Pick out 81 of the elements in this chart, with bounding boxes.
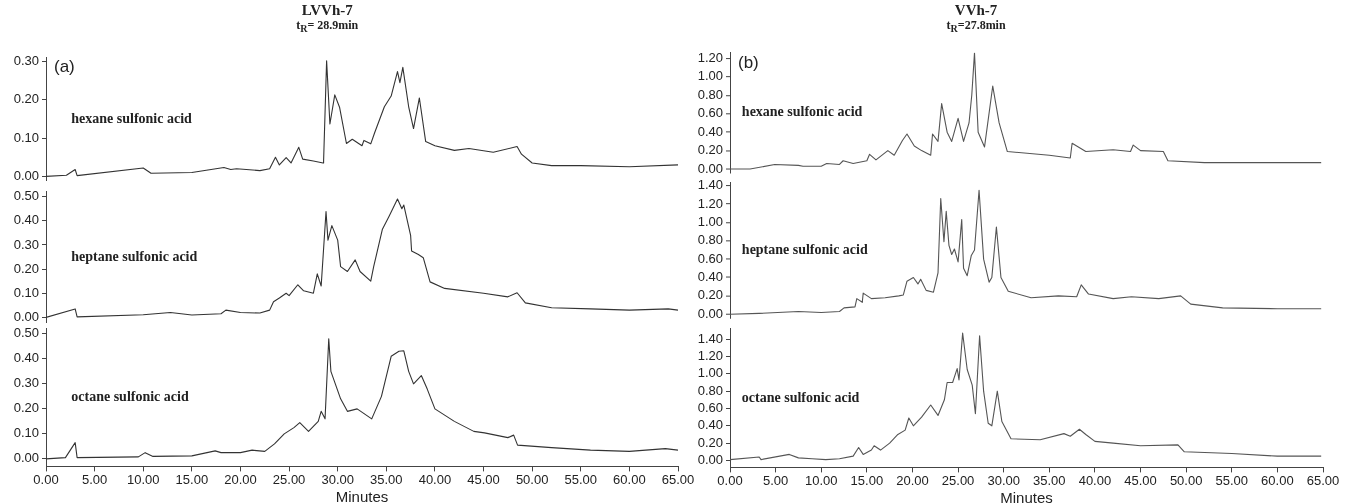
y-tick-label: 0.80 — [697, 86, 723, 102]
y-tick-label: 0.50 — [13, 187, 39, 203]
y-tick-label: 0.30 — [13, 374, 39, 390]
y-tick-label: 0.10 — [13, 284, 39, 300]
y-tick-label: 1.40 — [697, 330, 723, 346]
y-tick-label: 0.20 — [13, 399, 39, 415]
y-tick-label: 0.00 — [13, 308, 39, 324]
x-tick-label: 10.00 — [126, 471, 160, 487]
x-axis-title: Minutes — [335, 487, 389, 504]
y-tick-label: 1.20 — [697, 195, 723, 211]
x-tick-label: 40.00 — [418, 471, 452, 487]
x-tick-label: 0.00 — [33, 471, 59, 487]
y-tick-label: 0.20 — [13, 91, 39, 107]
x-tick-label: 25.00 — [941, 472, 975, 488]
x-tick-label: 55.00 — [1215, 472, 1249, 488]
y-tick-label: 0.80 — [697, 232, 723, 248]
chart-title: LVVh-7 — [300, 2, 354, 19]
x-axis-title: Minutes — [1000, 489, 1053, 504]
y-tick-label: 0.30 — [13, 236, 39, 252]
annotation: hexane sulfonic acid — [71, 110, 193, 126]
y-tick-label: 0.60 — [697, 105, 723, 121]
y-tick-label: 0.40 — [697, 417, 723, 433]
y-tick-label: 0.40 — [697, 123, 723, 139]
x-tick-label: 10.00 — [804, 472, 838, 488]
x-tick-label: 50.00 — [515, 471, 549, 487]
x-tick-label: 35.00 — [370, 471, 403, 487]
y-tick-label: 0.60 — [697, 250, 723, 266]
annotation: (b) — [738, 52, 759, 72]
y-tick-label: 0.20 — [697, 142, 723, 158]
x-tick-label: 25.00 — [272, 471, 306, 487]
y-tick-label: 0.10 — [13, 424, 39, 440]
annotation: hexane sulfonic acid — [741, 104, 863, 120]
x-tick-label: 15.00 — [850, 472, 884, 488]
y-tick-label: 0.00 — [13, 449, 39, 465]
annotation: octane sulfonic acid — [741, 389, 860, 405]
x-tick-label: 65.00 — [1306, 472, 1340, 488]
chart-title: VVh-7 — [953, 2, 999, 19]
y-tick-label: 0.20 — [697, 434, 723, 450]
x-tick-label: 60.00 — [1261, 472, 1294, 488]
x-tick-label: 15.00 — [175, 471, 209, 487]
y-tick-label: 1.20 — [697, 49, 723, 65]
chart-subtitle: t$_{R}$= 28.9min — [296, 17, 359, 35]
y-tick-label: 1.40 — [697, 176, 723, 192]
y-tick-label: 1.00 — [697, 213, 723, 229]
annotation: heptane sulfonic acid — [71, 248, 198, 264]
y-tick-label: 0.00 — [13, 167, 39, 183]
annotation: heptane sulfonic acid — [741, 240, 868, 257]
x-tick-label: 5.00 — [81, 471, 108, 487]
x-tick-label: 20.00 — [896, 472, 929, 488]
y-tick-label: 0.30 — [13, 52, 39, 68]
annotation: (a) — [54, 57, 75, 77]
x-tick-label: 5.00 — [762, 472, 789, 488]
x-tick-label: 30.00 — [321, 471, 354, 487]
x-tick-label: 35.00 — [1033, 472, 1066, 488]
x-tick-label: 45.00 — [1124, 472, 1157, 488]
x-tick-label: 65.00 — [661, 471, 695, 487]
x-tick-label: 0.00 — [717, 472, 743, 488]
y-tick-label: 0.40 — [13, 349, 39, 365]
annotation: octane sulfonic acid — [71, 388, 189, 404]
chart-subtitle: t$_{R}$=27.8min — [946, 17, 1006, 35]
x-tick-label: 60.00 — [613, 471, 646, 487]
y-tick-label: 0.20 — [13, 260, 39, 276]
y-tick-label: 0.00 — [697, 305, 723, 321]
y-tick-label: 0.80 — [697, 382, 723, 398]
y-tick-label: 0.20 — [697, 287, 723, 303]
x-tick-label: 45.00 — [467, 471, 500, 487]
y-tick-label: 1.20 — [697, 348, 723, 364]
x-tick-label: 20.00 — [224, 471, 257, 487]
y-tick-label: 0.00 — [697, 160, 723, 176]
y-tick-label: 1.00 — [697, 68, 723, 84]
y-tick-label: 0.40 — [13, 211, 39, 227]
y-tick-label: 0.00 — [697, 452, 723, 468]
x-tick-label: 30.00 — [987, 472, 1020, 488]
x-tick-label: 40.00 — [1078, 472, 1112, 488]
x-tick-label: 55.00 — [564, 471, 598, 487]
y-tick-label: 1.00 — [697, 365, 723, 381]
y-tick-label: 0.60 — [697, 400, 723, 416]
x-tick-label: 50.00 — [1169, 472, 1203, 488]
y-tick-label: 0.40 — [697, 268, 723, 284]
y-tick-label: 0.50 — [13, 324, 39, 340]
y-tick-label: 0.10 — [13, 129, 39, 145]
